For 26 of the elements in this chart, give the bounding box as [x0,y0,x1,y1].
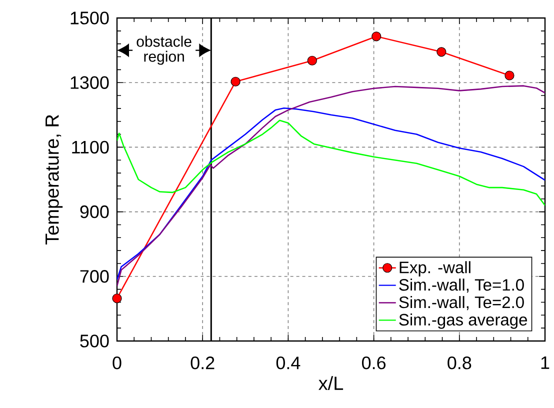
y-tick-label: 1300 [70,76,109,89]
legend-label: Exp. -wall [400,261,470,277]
y-tick-label: 1100 [72,140,109,154]
x-tick-label: 0 [112,356,122,370]
x-tick-label: 0.2 [190,356,214,370]
point [307,56,317,66]
point [504,70,514,80]
y-tick-label: 1500 [70,12,109,24]
x-tick-label: 0.4 [276,356,300,370]
y-tick-label: 700 [80,270,109,283]
y-tick-label: 900 [80,205,109,218]
legend-label: Sim.-wall, Te=2.0 [399,296,524,310]
point [436,47,446,57]
line-series [117,120,546,206]
point [372,32,382,42]
legend-label: Sim.-wall, Te=1.0 [399,278,524,293]
legend-label: Sim.-gas average [399,313,527,329]
y-tick-label: 500 [80,334,109,348]
point [112,294,122,304]
x-tick-label: 0.6 [362,356,386,370]
y-axis-title: Temperature, R [46,114,63,245]
x-tick-label: 0.8 [448,356,472,370]
x-tick-label: 1 [541,356,550,369]
point [230,76,240,86]
annotation: obstacle region [136,36,192,65]
x-axis-title: x/L [318,376,344,390]
